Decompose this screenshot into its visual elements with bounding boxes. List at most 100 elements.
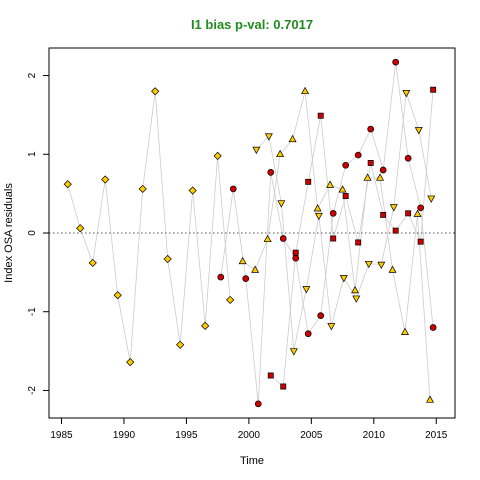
data-point-circle: [417, 204, 424, 212]
data-point-circle: [217, 273, 225, 281]
data-point-triangle-down: [264, 133, 273, 141]
data-point-diamond: [188, 186, 197, 195]
y-tick-label: -2: [27, 386, 38, 395]
y-tick-label: -1: [27, 307, 38, 316]
data-point-square: [280, 383, 287, 390]
data-point-triangle-up: [413, 209, 422, 217]
data-point-triangle-up: [376, 173, 385, 181]
x-tick-label: 2015: [425, 430, 448, 441]
data-point-square: [417, 238, 424, 245]
data-point-square: [355, 239, 362, 246]
data-point-square: [380, 211, 387, 218]
data-point-triangle-down: [402, 90, 411, 98]
data-point-triangle-up: [313, 204, 322, 212]
data-point-triangle-down: [327, 323, 336, 331]
data-point-triangle-up: [338, 185, 347, 193]
data-point-circle: [292, 254, 300, 262]
y-axis: -2 -1 0 1 2: [27, 72, 50, 395]
data-markers: [63, 58, 437, 408]
x-tick-label: 1985: [50, 430, 73, 441]
data-point-diamond: [76, 224, 85, 233]
data-point-square: [330, 235, 337, 242]
data-point-triangle-up: [388, 265, 397, 273]
data-point-triangle-down: [339, 275, 348, 283]
x-tick-label: 1995: [175, 430, 198, 441]
data-point-circle: [429, 324, 437, 331]
data-point-triangle-down: [352, 295, 361, 303]
x-axis: 1985 1990 1995 2000 2005 2010 2015: [50, 417, 448, 441]
data-point-square: [267, 372, 274, 379]
data-point-circle: [317, 312, 325, 320]
data-point-triangle-down: [377, 261, 386, 270]
data-point-triangle-down: [252, 146, 261, 155]
data-point-triangle-down: [302, 286, 311, 294]
data-point-diamond: [213, 151, 222, 160]
data-point-square: [367, 159, 374, 166]
data-point-square: [405, 210, 412, 217]
data-point-triangle-up: [363, 173, 372, 181]
data-point-diamond: [163, 254, 172, 264]
series-connectors: [67, 62, 434, 404]
data-point-triangle-up: [351, 285, 360, 294]
data-point-diamond: [88, 258, 97, 268]
x-tick-label: 1990: [113, 430, 136, 441]
x-tick-label: 2010: [363, 430, 386, 441]
data-point-circle: [304, 330, 312, 338]
data-point-triangle-down: [364, 260, 373, 269]
data-point-circle: [267, 169, 275, 176]
data-point-diamond: [63, 180, 72, 189]
data-point-circle: [379, 166, 387, 174]
data-point-diamond: [138, 184, 147, 194]
y-axis-label: Index OSA residuals: [3, 183, 15, 283]
x-tick-label: 2005: [300, 430, 323, 441]
series-circle-connector: [220, 62, 434, 404]
data-point-triangle-down: [414, 127, 423, 135]
data-point-square: [430, 86, 437, 93]
data-point-circle: [404, 154, 412, 162]
data-point-triangle-down: [389, 204, 398, 212]
data-point-triangle-down: [289, 348, 298, 356]
data-point-diamond: [126, 358, 135, 367]
x-tick-label: 2000: [238, 430, 261, 441]
data-point-square: [342, 193, 349, 199]
data-point-square: [305, 178, 312, 185]
data-point-triangle-up: [326, 180, 335, 188]
data-point-triangle-up: [288, 134, 297, 143]
data-point-triangle-up: [401, 327, 410, 335]
data-point-square: [317, 112, 324, 119]
data-point-circle: [342, 161, 350, 169]
data-point-diamond: [226, 295, 235, 305]
series-diamond-connector: [67, 91, 231, 363]
data-point-triangle-down: [314, 212, 323, 221]
data-point-diamond: [101, 175, 110, 184]
data-point-triangle-up: [251, 265, 260, 273]
data-point-circle: [242, 275, 250, 283]
data-point-square: [392, 227, 399, 234]
data-point-triangle-up: [426, 395, 435, 403]
data-point-circle: [254, 400, 262, 408]
series-square-connector: [270, 89, 434, 388]
data-point-circle: [329, 209, 337, 217]
series-triangle-up-connector: [242, 91, 431, 400]
data-point-square: [292, 249, 299, 256]
data-point-triangle-up: [276, 149, 285, 158]
data-point-triangle-down: [427, 195, 436, 203]
data-point-diamond: [151, 87, 160, 96]
data-point-diamond: [113, 291, 122, 300]
data-point-triangle-up: [301, 86, 310, 95]
y-tick-label: 2: [27, 72, 38, 78]
data-point-circle: [229, 185, 237, 193]
data-point-circle: [279, 235, 287, 242]
data-point-triangle-up: [238, 256, 247, 265]
data-point-circle: [392, 58, 400, 66]
x-axis-label: Time: [240, 455, 264, 467]
y-tick-label: 0: [27, 230, 38, 236]
data-point-diamond: [176, 340, 185, 349]
chart-title: I1 bias p-val: 0.7017: [191, 17, 313, 32]
data-point-diamond: [201, 321, 210, 330]
data-point-triangle-down: [277, 200, 286, 208]
data-point-circle: [354, 151, 362, 159]
y-tick-label: 1: [27, 151, 38, 157]
data-point-circle: [367, 125, 375, 133]
